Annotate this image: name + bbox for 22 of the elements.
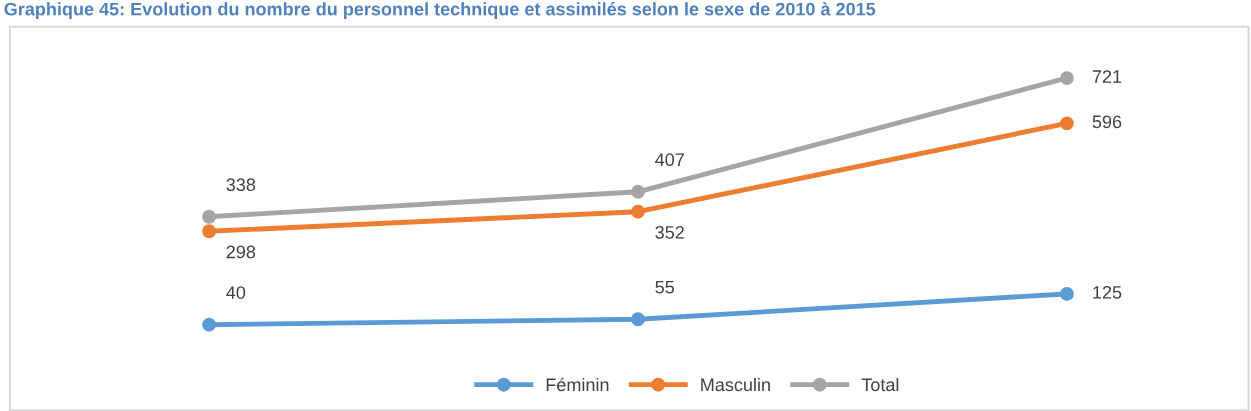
- point: [631, 184, 645, 199]
- point: [202, 317, 217, 332]
- legend-label: Féminin: [546, 377, 609, 392]
- data-label: 338: [226, 178, 256, 192]
- data-label: 407: [655, 153, 684, 167]
- point: [202, 224, 217, 239]
- chart-title: Graphique 45: Evolution du nombre du personnel technique et assimilés selon le sexe de 2010 à 2015: [4, 2, 876, 20]
- point: [202, 209, 217, 224]
- point: [1059, 116, 1074, 131]
- data-label: 596: [1092, 115, 1122, 129]
- point: [1059, 71, 1074, 86]
- data-label: 125: [1093, 285, 1122, 299]
- point: [631, 312, 645, 327]
- data-label: 721: [1092, 70, 1122, 83]
- legend-label: Masculin: [701, 377, 770, 392]
- data-label: 40: [226, 286, 246, 299]
- legend-label: Total: [861, 377, 899, 392]
- point: [1059, 286, 1074, 301]
- data-label: 298: [226, 245, 256, 259]
- data-label: 352: [655, 225, 684, 239]
- point: [631, 204, 645, 219]
- data-label: 55: [655, 280, 674, 294]
